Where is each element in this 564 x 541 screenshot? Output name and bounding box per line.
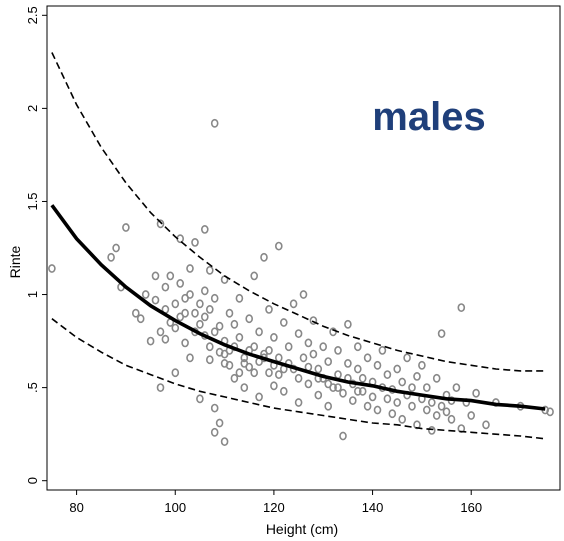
x-axis-title: Height (cm) xyxy=(266,521,338,537)
x-axis: 80 100 120 140 160 xyxy=(47,490,560,515)
x-tick-label: 160 xyxy=(460,500,482,515)
plot-frame xyxy=(47,6,560,490)
y-axis: 0 .5 1 1.5 2 2.5 xyxy=(25,6,47,490)
y-tick-label: 1.5 xyxy=(25,192,40,210)
y-tick-label: 2.5 xyxy=(25,6,40,24)
y-tick-label: 1 xyxy=(25,291,40,298)
males-annotation: males xyxy=(372,95,485,139)
x-tick-label: 140 xyxy=(362,500,384,515)
plot-area xyxy=(47,6,560,490)
y-axis-title: Rinte xyxy=(7,245,23,278)
y-tick-label: .5 xyxy=(25,382,40,393)
y-tick-label: 0 xyxy=(25,477,40,484)
y-tick-label: 2 xyxy=(25,105,40,112)
x-tick-label: 80 xyxy=(69,500,83,515)
x-tick-label: 120 xyxy=(263,500,285,515)
x-tick-label: 100 xyxy=(164,500,186,515)
